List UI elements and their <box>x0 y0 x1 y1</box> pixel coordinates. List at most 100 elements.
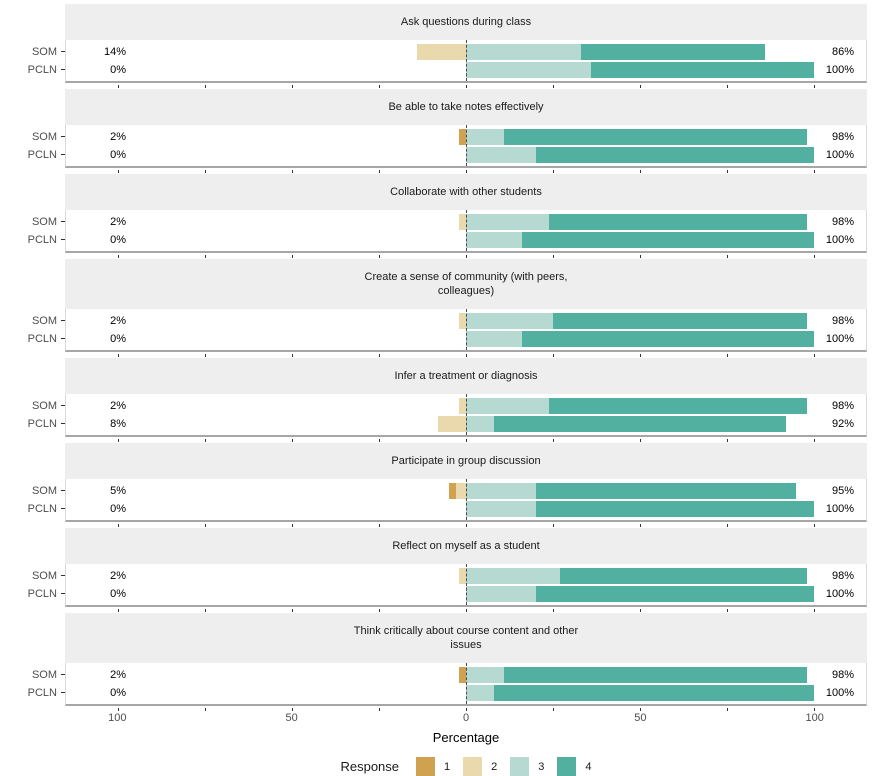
x-axis-tick <box>292 354 294 357</box>
bar-segment-response-3 <box>466 331 522 347</box>
bar-segment-response-1 <box>459 129 466 145</box>
negative-percent-label: 2% <box>110 131 126 143</box>
x-axis-tick <box>639 170 641 173</box>
y-axis-tick <box>61 239 65 240</box>
y-axis-tick <box>61 593 65 594</box>
x-axis-tick <box>205 708 207 711</box>
group-label: PCLN <box>27 418 57 430</box>
facet-title: Be able to take notes effectively <box>65 89 867 125</box>
x-axis-tick <box>726 255 728 258</box>
bar-segment-response-3 <box>466 313 553 329</box>
x-axis-tick <box>379 85 381 88</box>
positive-percent-label: 92% <box>831 418 854 430</box>
legend-item: 1 <box>416 757 450 776</box>
facet-plot-area: SOM 5% 95% PCLN 0% 100% <box>28 479 867 527</box>
positive-percent-label: 98% <box>831 131 854 143</box>
zero-reference-line <box>466 210 467 251</box>
legend-item-label: 3 <box>538 760 545 773</box>
group-label: SOM <box>31 400 57 412</box>
bar-segment-response-2 <box>455 483 466 499</box>
bar-segment-response-1 <box>448 483 456 499</box>
bar-segment-response-3 <box>466 398 550 414</box>
legend-swatch-response-3 <box>510 757 530 776</box>
bar-row: PCLN 0% 100% <box>28 147 866 163</box>
x-axis-tick <box>813 524 815 527</box>
group-label: PCLN <box>27 333 57 345</box>
group-label: PCLN <box>27 149 57 161</box>
x-axis-tick <box>292 708 294 711</box>
facet-panels: Ask questions during class SOM 14% 86% PCLN 0… <box>0 4 874 711</box>
x-axis-tick <box>379 354 381 357</box>
legend-item-label: 2 <box>491 760 498 773</box>
x-axis-tick <box>466 708 467 711</box>
positive-percent-label: 98% <box>831 315 854 327</box>
x-axis-tick <box>292 85 294 88</box>
bar-row: PCLN 0% 100% <box>28 501 866 517</box>
facet-plot-area: SOM 2% 98% PCLN 0% 100% <box>28 125 867 173</box>
facet-title: Think critically about course content an… <box>65 613 867 663</box>
y-axis-tick <box>61 69 65 70</box>
y-axis-tick <box>61 320 65 321</box>
x-axis-tick <box>379 170 381 173</box>
x-axis-tick <box>726 85 728 88</box>
bar-segment-response-2 <box>417 44 466 60</box>
group-label: SOM <box>31 216 57 228</box>
facet-plot-area: SOM 2% 98% PCLN 0% 100% <box>28 663 867 711</box>
positive-percent-label: 100% <box>825 234 854 246</box>
negative-percent-label: 8% <box>110 418 126 430</box>
facet-plot-area: SOM 2% 98% PCLN 8% 92% <box>28 394 867 442</box>
bar-segment-response-3 <box>466 62 592 78</box>
x-axis-tick <box>813 439 815 442</box>
negative-percent-label: 2% <box>110 570 126 582</box>
positive-percent-label: 98% <box>831 570 854 582</box>
legend-title: Response <box>340 759 400 774</box>
bar-segment-response-2 <box>459 214 466 230</box>
y-axis-tick <box>61 51 65 52</box>
bar-row: SOM 2% 98% <box>32 667 866 683</box>
bar-segment-response-4 <box>549 214 807 230</box>
legend-swatch-response-2 <box>463 757 483 776</box>
bar-segment-response-4 <box>591 62 814 78</box>
legend: Response 1 2 3 4 <box>65 757 867 776</box>
facet-panel: Infer a treatment or diagnosis SOM 2% 98% PC… <box>28 358 867 442</box>
bar-segment-response-4 <box>535 147 814 163</box>
x-axis-tick <box>379 439 381 442</box>
x-axis-tick <box>639 439 641 442</box>
bar-segment-response-4 <box>493 416 786 432</box>
zero-reference-line <box>466 663 467 704</box>
x-axis-tick <box>639 255 641 258</box>
negative-percent-label: 2% <box>110 315 126 327</box>
x-axis-tick <box>639 354 641 357</box>
x-axis-tick <box>205 170 207 173</box>
group-label: PCLN <box>27 234 57 246</box>
x-axis-tick <box>726 354 728 357</box>
x-axis-tick <box>118 439 120 442</box>
x-axis-tick <box>466 524 467 527</box>
group-label: PCLN <box>27 588 57 600</box>
y-axis-tick <box>61 674 65 675</box>
y-axis-tick <box>61 221 65 222</box>
x-axis-tick-label: 50 <box>634 712 647 724</box>
bar-segment-response-3 <box>466 667 505 683</box>
bar-segment-response-2 <box>459 398 466 414</box>
x-axis-tick-label: 100 <box>108 712 127 724</box>
x-axis-tick <box>552 170 554 173</box>
facet-panel: Be able to take notes effectively SOM 2% 98… <box>28 89 867 173</box>
x-axis-tick <box>639 708 641 711</box>
x-axis-tick <box>379 255 381 258</box>
facet-title: Participate in group discussion <box>65 443 867 479</box>
y-axis-tick <box>61 136 65 137</box>
x-axis-tick <box>639 609 641 612</box>
zero-reference-line <box>466 309 467 350</box>
group-label: SOM <box>31 315 57 327</box>
legend-items: 1 2 3 4 <box>403 757 592 776</box>
group-label: PCLN <box>27 687 57 699</box>
x-axis-tick <box>466 354 467 357</box>
x-axis-tick <box>292 609 294 612</box>
positive-percent-label: 100% <box>825 687 854 699</box>
x-axis-title: Percentage <box>432 730 500 745</box>
facet-title: Create a sense of community (with peers,… <box>65 259 867 309</box>
bar-row: SOM 2% 98% <box>32 398 866 414</box>
group-label: SOM <box>31 131 57 143</box>
zero-reference-line <box>466 564 467 605</box>
